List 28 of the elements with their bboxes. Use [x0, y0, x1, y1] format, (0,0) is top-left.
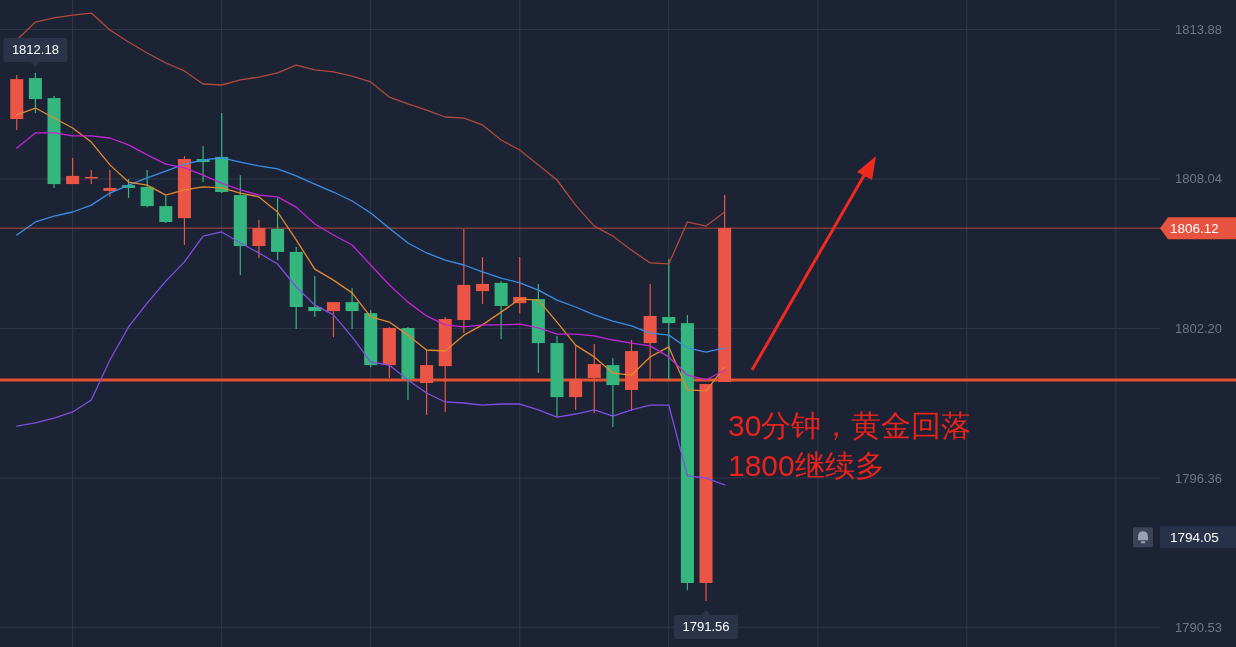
text: 1794.05: [1170, 530, 1219, 546]
candlestick: [606, 357, 620, 428]
y-tick-label: 1796.36: [1175, 470, 1222, 486]
y-tick-label: 1802.20: [1175, 320, 1222, 336]
candlestick: [326, 301, 340, 338]
y-tick-label: 1813.88: [1175, 21, 1222, 37]
annotation: 30分钟，黄金回落 1800继续多: [728, 409, 972, 482]
candlestick: [569, 344, 583, 411]
candlestick: [28, 72, 42, 114]
candlestick: [140, 169, 154, 208]
candlestick: [308, 275, 322, 318]
ref-line-label: 1806.12: [1170, 221, 1219, 237]
candlestick: [475, 256, 489, 305]
candlestick: [587, 343, 601, 414]
candlestick: [66, 157, 80, 185]
y-tick-label: 1808.04: [1175, 171, 1222, 187]
line-series: [16, 231, 726, 486]
candlestick: [662, 258, 676, 381]
candlestick: [345, 287, 359, 330]
candlestick: [494, 280, 508, 340]
y-tick-label: 1790.53: [1175, 619, 1222, 635]
candlestick: [103, 169, 117, 198]
candlestick: [159, 195, 173, 224]
annotation: 1791.56: [682, 619, 730, 635]
candlestick: [271, 197, 285, 261]
annotation: 1812.18: [11, 42, 59, 58]
candlestick: [420, 349, 434, 416]
line-series: [16, 157, 726, 353]
